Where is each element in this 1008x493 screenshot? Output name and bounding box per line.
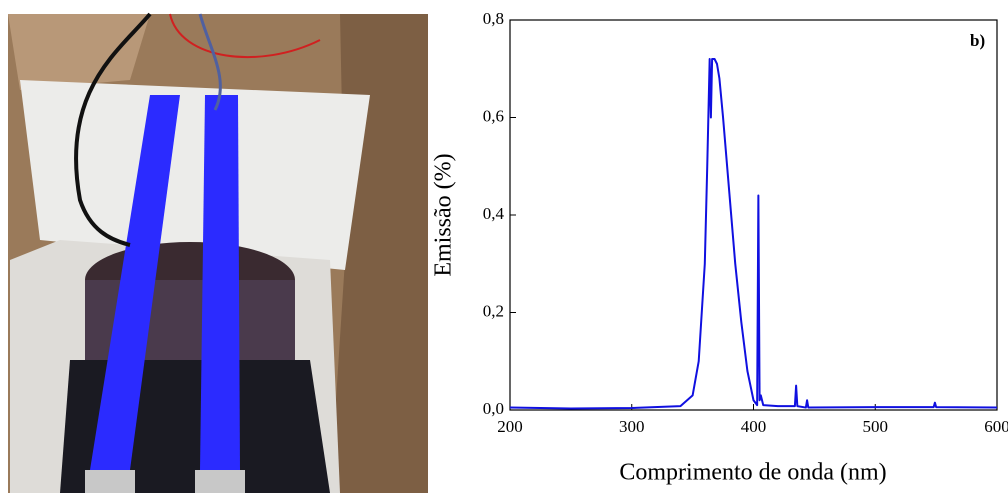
x-axis-label: Comprimento de onda (nm) bbox=[619, 460, 886, 486]
wire bbox=[198, 13, 222, 111]
y-tick-label: 0,8 bbox=[483, 9, 504, 28]
photo bbox=[8, 12, 428, 493]
x-tick-label: 400 bbox=[741, 417, 767, 436]
x-tick-label: 300 bbox=[619, 417, 645, 436]
x-tick-label: 500 bbox=[863, 417, 889, 436]
y-tick-label: 0,6 bbox=[483, 106, 504, 125]
panel-label: b) bbox=[970, 31, 985, 50]
y-tick-label: 0,0 bbox=[483, 399, 504, 418]
lamp-cap-left bbox=[85, 470, 135, 493]
y-tick-label: 0,2 bbox=[483, 301, 504, 320]
plot-frame bbox=[509, 19, 998, 411]
cable bbox=[74, 12, 152, 247]
uv-lamp-left bbox=[90, 95, 180, 470]
uv-lamp-right bbox=[200, 95, 240, 470]
y-tick-label: 0,4 bbox=[483, 204, 505, 223]
wood-panel bbox=[8, 14, 150, 90]
x-tick-label: 200 bbox=[497, 417, 523, 436]
lamp-cap-right bbox=[195, 470, 245, 493]
y-axis-label: Emissão (%) bbox=[431, 153, 457, 276]
spectrum-line bbox=[509, 58, 998, 410]
foam-back bbox=[20, 80, 370, 270]
chart: b) Comprimento de onda (nm) Emissão (%) … bbox=[431, 9, 1008, 486]
x-tick-label: 600 bbox=[984, 417, 1008, 436]
wire bbox=[169, 13, 321, 59]
